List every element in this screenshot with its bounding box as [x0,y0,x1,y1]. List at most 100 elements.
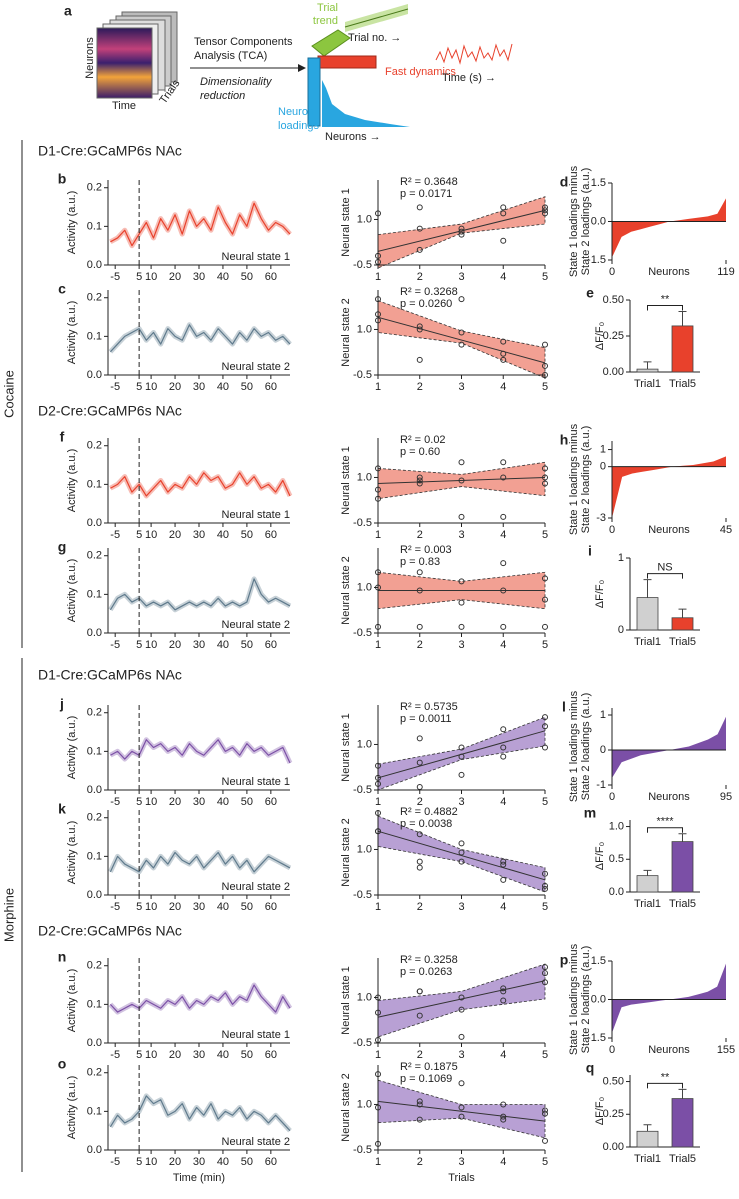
panel-letter: d [560,174,569,190]
point [542,362,548,369]
x-tick-label: 1 [375,271,381,283]
x-tick-label: 10 [145,1049,157,1061]
x-tick-label: 3 [458,529,464,541]
point [458,840,465,847]
method-note: reduction [200,90,245,102]
y-axis-label: State 1 loadings minus [568,690,580,802]
point [416,864,423,871]
x-tick-label: 5 [542,1156,548,1168]
point [416,759,423,766]
fit-line [377,1100,546,1122]
y-tick-label: 0.0 [87,259,102,271]
point [458,578,465,585]
trace-band [109,470,293,499]
x-tick-label: Trial1 [634,1153,661,1165]
confidence-band [377,300,546,379]
fit-line [377,476,546,485]
x-tick-label: 2 [417,1049,423,1061]
x-tick-label: -5 [110,1156,120,1168]
x-tick-label: -5 [110,1049,120,1061]
panel-letter: b [58,171,67,187]
confidence-band [377,815,546,893]
point [542,885,548,892]
trace [109,578,291,611]
y-axis-label: State 1 loadings minus [568,943,580,1055]
x-tick-label: 60 [265,901,277,913]
x-tick-label: 20 [169,796,181,808]
y-tick-label: 0.0 [87,1144,102,1156]
section-title: D2-Cre:GCaMP6s NAc [38,403,182,419]
x-tick-label: 50 [241,901,253,913]
statistic: R² = 0.003 [400,544,452,556]
point [542,596,548,603]
x-tick-label: -5 [110,901,120,913]
statistic: R² = 0.4882 [400,806,458,818]
point [542,1107,548,1114]
x-tick-label: 2 [417,639,423,651]
x-tick-label: Trial1 [634,378,661,390]
y-tick-label: 1.0 [357,471,372,483]
x-tick-label: 30 [193,1049,205,1061]
factor-axis: Time (s) → [442,72,496,84]
x-tick-label: 0 [609,1044,615,1056]
y-tick-label: 0.1 [87,588,102,600]
x-tick-label: 30 [193,901,205,913]
y-axis-label: ΔF/F₀ [594,580,606,608]
point [416,323,423,330]
statistic: p = 0.0171 [400,188,452,200]
y-tick-label: 1.0 [609,820,624,832]
x-tick-label: 50 [241,1156,253,1168]
x-tick-label: 40 [217,529,229,541]
x-axis-label: Neurons [648,266,690,278]
point [542,723,548,730]
x-tick-label: 20 [169,529,181,541]
panel-letter: a [64,3,72,19]
point [458,1113,465,1120]
point [500,744,507,751]
panel-letter: m [584,805,596,821]
axis-label: Neurons [84,37,96,79]
dynamics-icon [435,43,513,65]
statistic: p = 0.0260 [400,298,452,310]
point [500,1101,507,1108]
y-tick-label: 0.0 [87,784,102,796]
x-tick-label: 40 [217,901,229,913]
x-tick-label: 5 [136,381,142,393]
y-tick-label: 0.5 [609,853,624,865]
fit-line [377,316,546,364]
x-tick-label: 10 [145,901,157,913]
x-tick-label: 60 [265,529,277,541]
point [500,237,507,244]
x-tick-label: Trial5 [669,1153,696,1165]
point [542,623,548,630]
y-tick-label: 1.0 [357,213,372,225]
point [416,356,423,363]
y-tick-label: 1.5 [591,955,606,967]
x-tick-label: 3 [458,1156,464,1168]
axis-label: Time [112,100,136,112]
statistic: R² = 0.1875 [400,1061,458,1073]
x-tick-label: 4 [500,901,506,913]
x-tick-label: Trial5 [669,378,696,390]
panel-letter: c [58,281,66,297]
point [542,870,548,877]
y-axis-label: State 2 loadings (a.u.) [580,946,592,1054]
y-tick-label: 0.2 [87,550,102,562]
error-bar [678,833,687,842]
x-tick-label: 10 [145,271,157,283]
point [542,1110,548,1117]
x-tick-label: 2 [417,796,423,808]
point [500,350,507,357]
point [458,599,465,606]
annotation: Neural state 1 [222,776,290,788]
x-tick-label: 5 [136,796,142,808]
annotation: Neural state 2 [222,881,290,893]
point [500,753,507,760]
point [500,861,507,868]
error-bar [678,311,687,326]
trace [109,324,291,353]
significance: ** [661,1071,670,1083]
x-tick-label: 5 [136,1156,142,1168]
y-tick-label: 0.0 [87,889,102,901]
